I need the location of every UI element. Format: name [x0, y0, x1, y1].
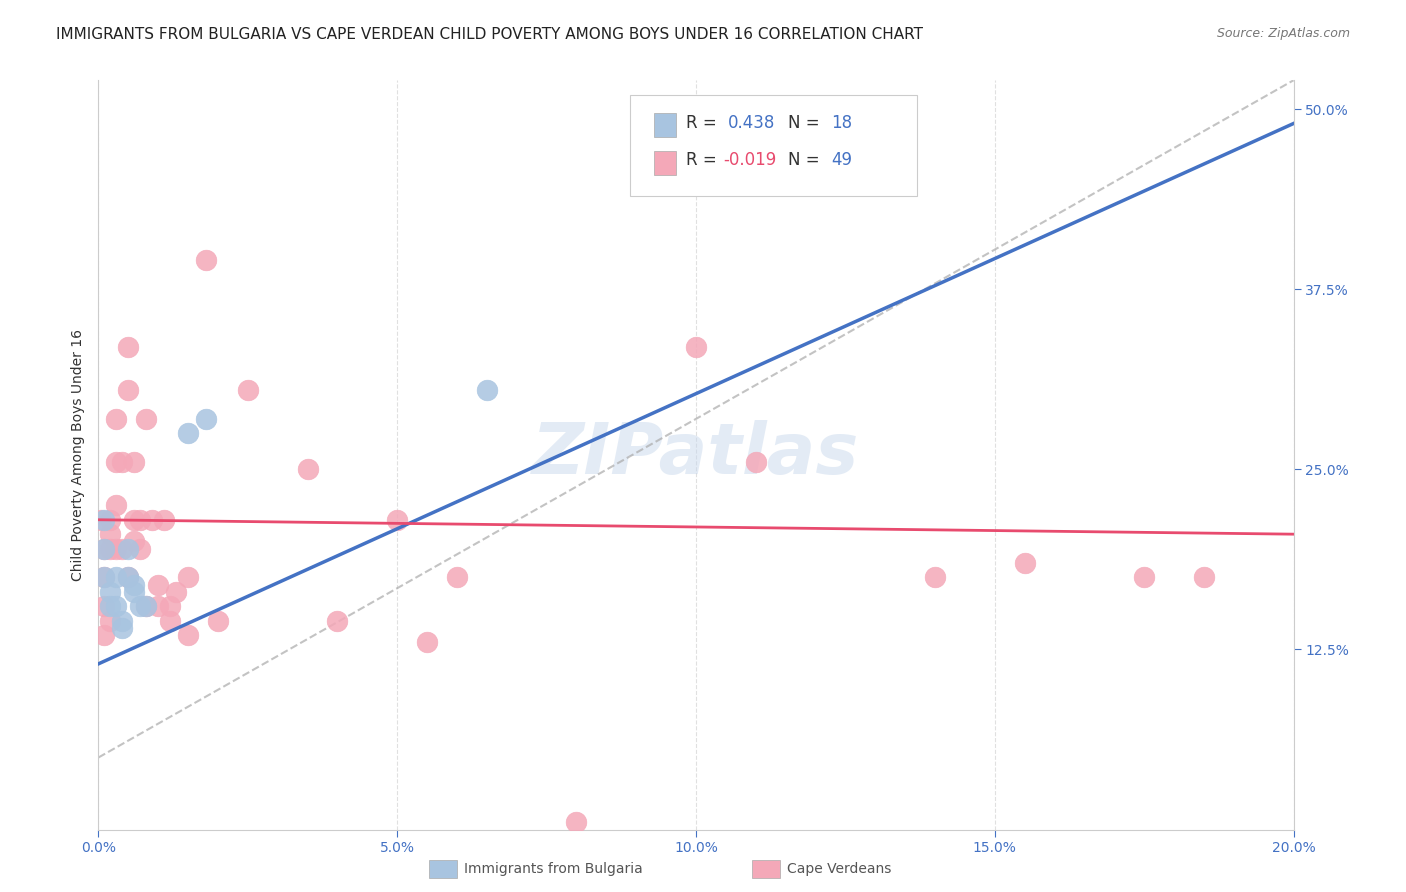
- Point: [124, 455, 146, 469]
- Point: [165, 584, 187, 599]
- Point: [159, 614, 181, 628]
- Point: [195, 412, 218, 426]
- Point: [475, 383, 498, 397]
- Point: [446, 570, 468, 584]
- Text: N =: N =: [787, 152, 825, 169]
- FancyBboxPatch shape: [630, 95, 917, 196]
- Point: [141, 513, 163, 527]
- Point: [159, 599, 181, 614]
- Y-axis label: Child Poverty Among Boys Under 16: Child Poverty Among Boys Under 16: [70, 329, 84, 581]
- Point: [129, 541, 152, 556]
- Point: [98, 584, 122, 599]
- Point: [117, 340, 139, 354]
- Text: R =: R =: [686, 152, 723, 169]
- Point: [177, 570, 200, 584]
- FancyBboxPatch shape: [654, 151, 676, 175]
- Point: [1014, 556, 1036, 570]
- Text: Cape Verdeans: Cape Verdeans: [787, 862, 891, 876]
- Point: [111, 455, 134, 469]
- Point: [195, 253, 218, 268]
- Point: [924, 570, 946, 584]
- Point: [117, 541, 139, 556]
- Point: [207, 614, 229, 628]
- Point: [98, 599, 122, 614]
- Point: [117, 383, 139, 397]
- Point: [111, 621, 134, 635]
- Text: Source: ZipAtlas.com: Source: ZipAtlas.com: [1216, 27, 1350, 40]
- Point: [124, 534, 146, 549]
- Point: [565, 815, 588, 830]
- FancyBboxPatch shape: [654, 113, 676, 137]
- Point: [93, 599, 115, 614]
- Point: [93, 541, 115, 556]
- Point: [297, 462, 319, 476]
- Point: [1192, 570, 1215, 584]
- Point: [93, 570, 115, 584]
- Point: [93, 541, 115, 556]
- Point: [98, 614, 122, 628]
- Text: 0.438: 0.438: [728, 114, 776, 132]
- Point: [129, 599, 152, 614]
- Point: [135, 599, 157, 614]
- Point: [135, 599, 157, 614]
- Text: 18: 18: [831, 114, 852, 132]
- Point: [105, 499, 128, 513]
- Point: [326, 614, 349, 628]
- Text: IMMIGRANTS FROM BULGARIA VS CAPE VERDEAN CHILD POVERTY AMONG BOYS UNDER 16 CORRE: IMMIGRANTS FROM BULGARIA VS CAPE VERDEAN…: [56, 27, 924, 42]
- Point: [111, 541, 134, 556]
- Point: [117, 570, 139, 584]
- Text: R =: R =: [686, 114, 723, 132]
- Point: [105, 455, 128, 469]
- Point: [745, 455, 768, 469]
- Text: N =: N =: [787, 114, 825, 132]
- Point: [111, 614, 134, 628]
- Text: ZIPatlas: ZIPatlas: [533, 420, 859, 490]
- Text: -0.019: -0.019: [724, 152, 776, 169]
- Point: [93, 570, 115, 584]
- Point: [90, 513, 112, 527]
- Text: 49: 49: [831, 152, 852, 169]
- Point: [236, 383, 259, 397]
- Point: [124, 584, 146, 599]
- Text: Immigrants from Bulgaria: Immigrants from Bulgaria: [464, 862, 643, 876]
- Point: [105, 599, 128, 614]
- Point: [93, 513, 115, 527]
- Point: [105, 541, 128, 556]
- Point: [98, 541, 122, 556]
- Point: [129, 513, 152, 527]
- Point: [135, 412, 157, 426]
- Point: [148, 599, 170, 614]
- Point: [385, 513, 409, 527]
- Point: [124, 513, 146, 527]
- Point: [105, 412, 128, 426]
- Point: [105, 570, 128, 584]
- Point: [685, 340, 707, 354]
- Point: [1133, 570, 1156, 584]
- Point: [177, 426, 200, 441]
- Point: [153, 513, 176, 527]
- Point: [117, 570, 139, 584]
- Point: [177, 628, 200, 642]
- Point: [93, 628, 115, 642]
- Point: [416, 635, 439, 649]
- Point: [98, 527, 122, 541]
- Point: [148, 577, 170, 591]
- Point: [124, 577, 146, 591]
- Point: [98, 513, 122, 527]
